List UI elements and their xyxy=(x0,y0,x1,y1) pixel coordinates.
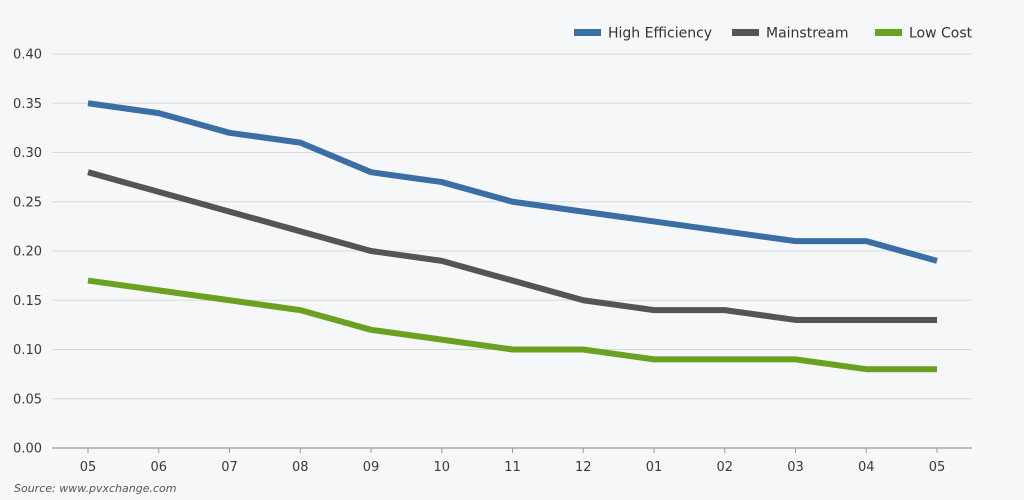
source-note: Source: www.pvxchange.com xyxy=(14,482,176,495)
series-line-low-cost xyxy=(87,277,937,373)
x-tick-label: 03 xyxy=(787,460,804,475)
y-tick-label: 0.40 xyxy=(13,48,42,63)
legend-label-low-cost: Low Cost xyxy=(909,26,973,42)
y-tick-label: 0.05 xyxy=(13,392,42,407)
y-tick-label: 0.30 xyxy=(13,146,42,161)
y-tick-label: 0.10 xyxy=(13,343,42,358)
legend-swatch-mainstream xyxy=(732,29,759,36)
x-tick-label: 01 xyxy=(646,460,663,475)
x-tick-label: 10 xyxy=(433,460,450,475)
x-tick-label: 12 xyxy=(575,460,592,475)
x-tick-label: 05 xyxy=(929,460,946,475)
y-tick-label: 0.35 xyxy=(13,97,42,112)
x-tick-label: 05 xyxy=(80,460,97,475)
legend: High Efficiency Mainstream Low Cost xyxy=(574,26,973,42)
legend-swatch-high-efficiency xyxy=(574,29,601,36)
x-tick-label: 09 xyxy=(363,460,380,475)
grid-lines xyxy=(52,53,972,449)
x-tick-label: 06 xyxy=(150,460,167,475)
x-tick-label: 04 xyxy=(858,460,875,475)
series-line-high-efficiency xyxy=(87,100,938,264)
series-lines xyxy=(87,100,938,373)
x-tick-label: 02 xyxy=(716,460,733,475)
y-tick-label: 0.20 xyxy=(13,245,42,260)
y-tick-label: 0.00 xyxy=(13,442,42,457)
y-tick-label: 0.15 xyxy=(13,294,42,309)
legend-swatch-low-cost xyxy=(875,29,902,36)
legend-label-mainstream: Mainstream xyxy=(766,26,848,42)
x-tick-label: 08 xyxy=(292,460,309,475)
axes: 0.00 0.05 0.10 0.15 0.20 0.25 0.30 0.35 0.40 05 06… xyxy=(13,48,945,476)
legend-label-high-efficiency: High Efficiency xyxy=(608,26,712,42)
x-tick-label: 07 xyxy=(221,460,238,475)
y-tick-label: 0.25 xyxy=(13,195,42,210)
x-tick-label: 11 xyxy=(504,460,521,475)
